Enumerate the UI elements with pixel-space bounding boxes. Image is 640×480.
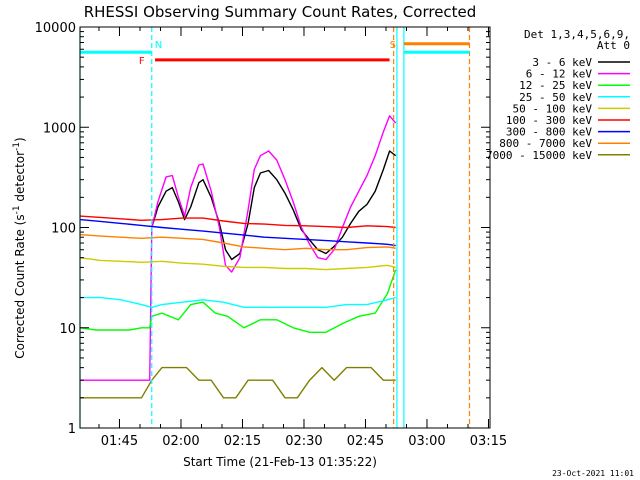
y-tick-label-4: 1000 bbox=[43, 121, 76, 136]
x-tick-label-3: 02:15 bbox=[224, 434, 261, 449]
series-line-7 bbox=[79, 218, 396, 247]
legend-label-3: 12 - 25 keV bbox=[519, 79, 592, 92]
legend-label-1: 3 - 6 keV bbox=[532, 56, 592, 69]
x-tick-label-1: 01:45 bbox=[101, 434, 138, 449]
y-axis-label-sup2: -1 bbox=[12, 142, 22, 151]
x-tick-label-4: 02:30 bbox=[285, 434, 322, 449]
x-tick-label-7: 03:15 bbox=[470, 434, 507, 449]
series-line-3 bbox=[79, 269, 397, 333]
y-tick-label-1: 1 bbox=[68, 422, 76, 437]
legend-label-2: 6 - 12 keV bbox=[526, 68, 593, 81]
legend-header-1: Det 1,3,4,5,6,9, bbox=[524, 28, 630, 41]
legend-label-9: 7000 - 15000 keV bbox=[486, 149, 592, 162]
plot-content: NF S 1 10 100 1000 10000 01:45 02:00 02:15 02:30 02… bbox=[35, 21, 508, 449]
annotation-s: S bbox=[390, 40, 396, 51]
x-tick-label-6: 03:00 bbox=[408, 434, 445, 449]
series-line-6 bbox=[79, 215, 396, 229]
legend-label-6: 100 - 300 keV bbox=[506, 114, 592, 127]
series-line-8 bbox=[79, 233, 396, 251]
legend-header-2: Att 0 bbox=[597, 39, 630, 52]
y-tick-label-5: 10000 bbox=[35, 21, 76, 36]
legend-label-8: 800 - 7000 keV bbox=[499, 137, 592, 150]
x-tick-label-2: 02:00 bbox=[162, 434, 199, 449]
legend-label-4: 25 - 50 keV bbox=[519, 91, 592, 104]
series-line-2 bbox=[80, 115, 397, 381]
y-axis-label: Corrected Count Rate (s-1 detector-1) bbox=[12, 137, 27, 358]
annotation-f: F bbox=[139, 56, 145, 67]
y-axis-label-sup1: -1 bbox=[12, 205, 22, 214]
series-line-5 bbox=[79, 257, 396, 271]
y-tick-label-2: 10 bbox=[59, 322, 76, 337]
x-tick-label-5: 02:45 bbox=[347, 434, 384, 449]
annotation-n: N bbox=[155, 40, 162, 51]
footer-date: 23-Oct-2021 11:01 bbox=[552, 469, 634, 478]
legend-label-7: 300 - 800 keV bbox=[506, 126, 592, 139]
legend-label-5: 50 - 100 keV bbox=[513, 102, 593, 115]
series-line-1 bbox=[151, 150, 397, 261]
plot-frame bbox=[79, 26, 491, 429]
series-line-9 bbox=[80, 366, 396, 399]
x-axis-label: Start Time (21-Feb-13 01:35:22) bbox=[183, 455, 377, 469]
series-line-4 bbox=[80, 296, 396, 308]
y-tick-label-3: 100 bbox=[51, 222, 76, 237]
chart-title: RHESSI Observing Summary Count Rates, Co… bbox=[84, 3, 477, 21]
